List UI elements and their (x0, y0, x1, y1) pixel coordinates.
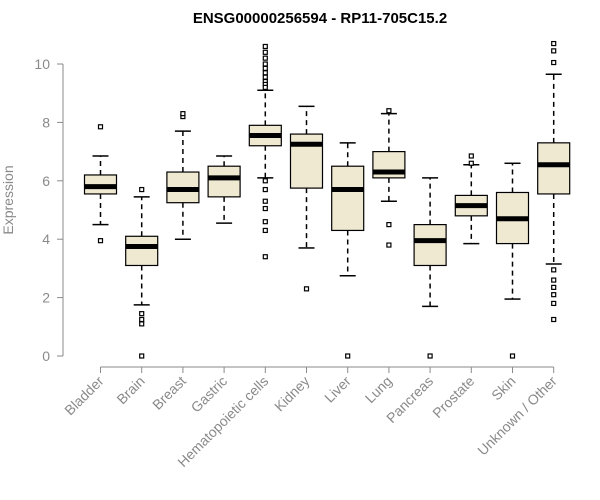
outlier-point (97, 124, 104, 130)
x-tick-label: Kidney (271, 373, 313, 415)
x-tick-label: Skin (488, 373, 519, 404)
y-tick-label: 2 (42, 290, 50, 306)
box-group-skin (495, 162, 530, 359)
box-group-liver (331, 142, 365, 359)
outlier-point (139, 316, 145, 323)
box-group-lung (372, 108, 406, 248)
outlier-point (262, 65, 268, 71)
outlier-point (139, 186, 145, 193)
outlier-point (139, 321, 145, 327)
x-tick-label: Breast (149, 373, 189, 413)
outlier-point (262, 49, 268, 55)
outlier-point (551, 316, 557, 323)
y-tick-label: 10 (34, 56, 50, 72)
box-group-gastric (207, 155, 241, 224)
outlier-point (468, 160, 474, 166)
y-axis-title: Expression (0, 165, 16, 234)
outlier-point (468, 153, 474, 159)
outlier-point (139, 311, 145, 317)
outlier-point (97, 238, 104, 244)
outlier-point (386, 108, 392, 114)
outlier-point (262, 61, 268, 67)
outlier-point (262, 70, 268, 76)
box-group-breast (166, 111, 200, 240)
outlier-point (262, 219, 268, 225)
outlier-point (551, 300, 557, 307)
y-tick-label: 6 (42, 173, 50, 189)
outlier-point (386, 242, 392, 248)
outlier-point (427, 353, 433, 359)
iqr-box (125, 235, 159, 267)
outlier-point (551, 267, 557, 273)
outlier-point (262, 55, 268, 61)
iqr-box (331, 165, 365, 232)
box-group-bladder (83, 124, 118, 244)
outlier-point (551, 277, 557, 283)
outlier-point (262, 254, 268, 260)
outlier-point (262, 186, 268, 193)
iqr-box (413, 224, 447, 267)
y-tick-label: 8 (42, 114, 50, 130)
outlier-point (551, 292, 557, 298)
outlier-point (139, 353, 145, 359)
box-group-pancreas (413, 177, 447, 359)
outlier-point (262, 43, 268, 50)
x-tick-label: Brain (113, 373, 147, 407)
box-group-brain (125, 186, 159, 359)
box-group-kidney (289, 105, 324, 292)
outlier-point (551, 40, 557, 47)
y-tick-label: 0 (42, 348, 50, 364)
iqr-box (537, 142, 571, 195)
x-tick-label: Bladder (61, 373, 107, 419)
box-group-hematopoietic-cells (248, 43, 282, 260)
outlier-point (262, 227, 268, 234)
chart-title: ENSG00000256594 - RP11-705C15.2 (193, 10, 447, 27)
x-tick-label: Lung (362, 373, 395, 406)
x-tick-label: Liver (321, 373, 354, 406)
outlier-point (262, 84, 268, 90)
iqr-box (207, 165, 241, 198)
box-group-prostate (454, 153, 488, 245)
outlier-point (262, 178, 268, 184)
outlier-point (551, 59, 557, 66)
y-tick-label: 4 (42, 231, 50, 247)
outlier-point (262, 198, 268, 204)
outlier-point (551, 284, 557, 290)
outlier-point (262, 74, 268, 80)
y-axis: 0 2 4 6 8 10 (34, 56, 64, 364)
boxes-layer (83, 40, 571, 359)
outlier-point (509, 353, 516, 359)
outlier-point (345, 353, 351, 359)
outlier-point (551, 48, 557, 54)
box-group-unknown-other (537, 40, 571, 323)
outlier-point (262, 205, 268, 212)
outlier-point (386, 222, 392, 228)
outlier-point (180, 111, 186, 117)
x-tick-label: Prostate (429, 373, 477, 421)
outlier-point (303, 286, 310, 292)
